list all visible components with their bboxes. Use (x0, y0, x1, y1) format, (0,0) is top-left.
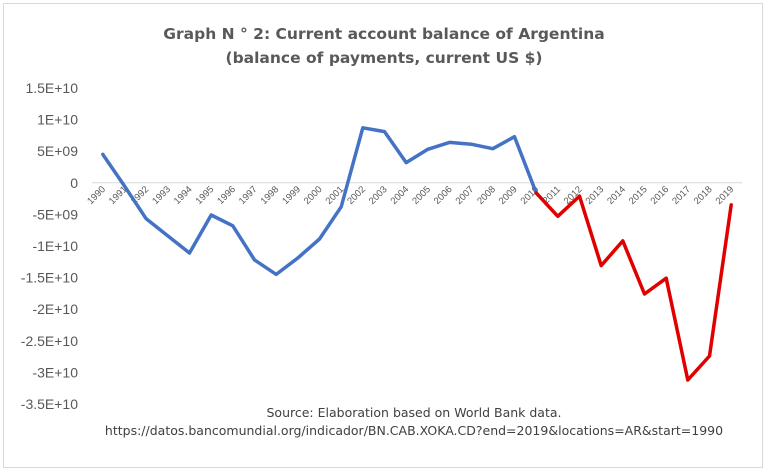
series-lines (101, 126, 733, 382)
y-tick-label: -1.5E+10 (21, 270, 78, 286)
x-axis: 1990199119921993199419951996199719981999… (85, 182, 742, 207)
y-tick-label: 1.5E+10 (25, 80, 78, 96)
y-tick-label: -2.5E+10 (21, 333, 78, 349)
source-line2: https://datos.bancomundial.org/indicador… (104, 423, 724, 438)
x-tick-label: 2002 (345, 184, 368, 207)
y-tick-label: -1E+10 (32, 238, 78, 254)
y-tick-label: 0 (70, 175, 78, 191)
chart-frame (3, 3, 763, 468)
x-tick-label: 2018 (692, 184, 715, 207)
x-tick-label: 2009 (497, 184, 520, 207)
source-note: Source: Elaboration based on World Bank … (0, 404, 768, 440)
x-tick-label: 2000 (302, 184, 325, 207)
x-tick-label: 2015 (627, 184, 650, 207)
x-tick-label: 2004 (389, 184, 412, 207)
x-tick-label: 2017 (670, 184, 693, 207)
series-line-2010-2019 (534, 191, 733, 382)
x-tick-label: 2003 (367, 184, 390, 207)
y-tick-label: 1E+10 (37, 112, 78, 128)
x-tick-label: 1997 (237, 184, 260, 207)
x-tick-label: 2013 (584, 184, 607, 207)
x-tick-label: 1996 (215, 184, 238, 207)
y-axis: 1.5E+10 1E+10 5E+09 0 -5E+09 -1E+10 -1.5E+10 -2… (21, 80, 78, 412)
chart-title: Graph N ° 2: Current account balance of … (0, 22, 768, 70)
x-tick-label: 1993 (150, 184, 173, 207)
x-tick-label: 2007 (454, 184, 477, 207)
x-tick-label: 2016 (649, 184, 672, 207)
y-tick-label: -2E+10 (32, 301, 78, 317)
x-tick-label: 2005 (410, 184, 433, 207)
x-tick-label: 1998 (259, 184, 282, 207)
x-tick-label: 1999 (280, 184, 303, 207)
y-tick-label: -5E+09 (32, 206, 78, 222)
chart-title-line1: Graph N ° 2: Current account balance of … (163, 25, 605, 43)
x-tick-label: 1990 (85, 184, 108, 207)
y-tick-label: -3.5E+10 (21, 396, 78, 412)
chart-title-line2: (balance of payments, current US $) (225, 49, 543, 67)
series-line-1990-2010 (101, 126, 538, 277)
x-tick-label: 2006 (432, 184, 455, 207)
source-line1: Source: Elaboration based on World Bank … (266, 405, 562, 420)
x-tick-label: 2014 (605, 184, 628, 207)
x-tick-label: 2008 (475, 184, 498, 207)
y-tick-label: -3E+10 (32, 364, 78, 380)
x-tick-label: 2019 (714, 184, 737, 207)
x-tick-label: 1995 (194, 184, 217, 207)
y-tick-label: 5E+09 (37, 143, 78, 159)
x-tick-label: 1994 (172, 184, 195, 207)
